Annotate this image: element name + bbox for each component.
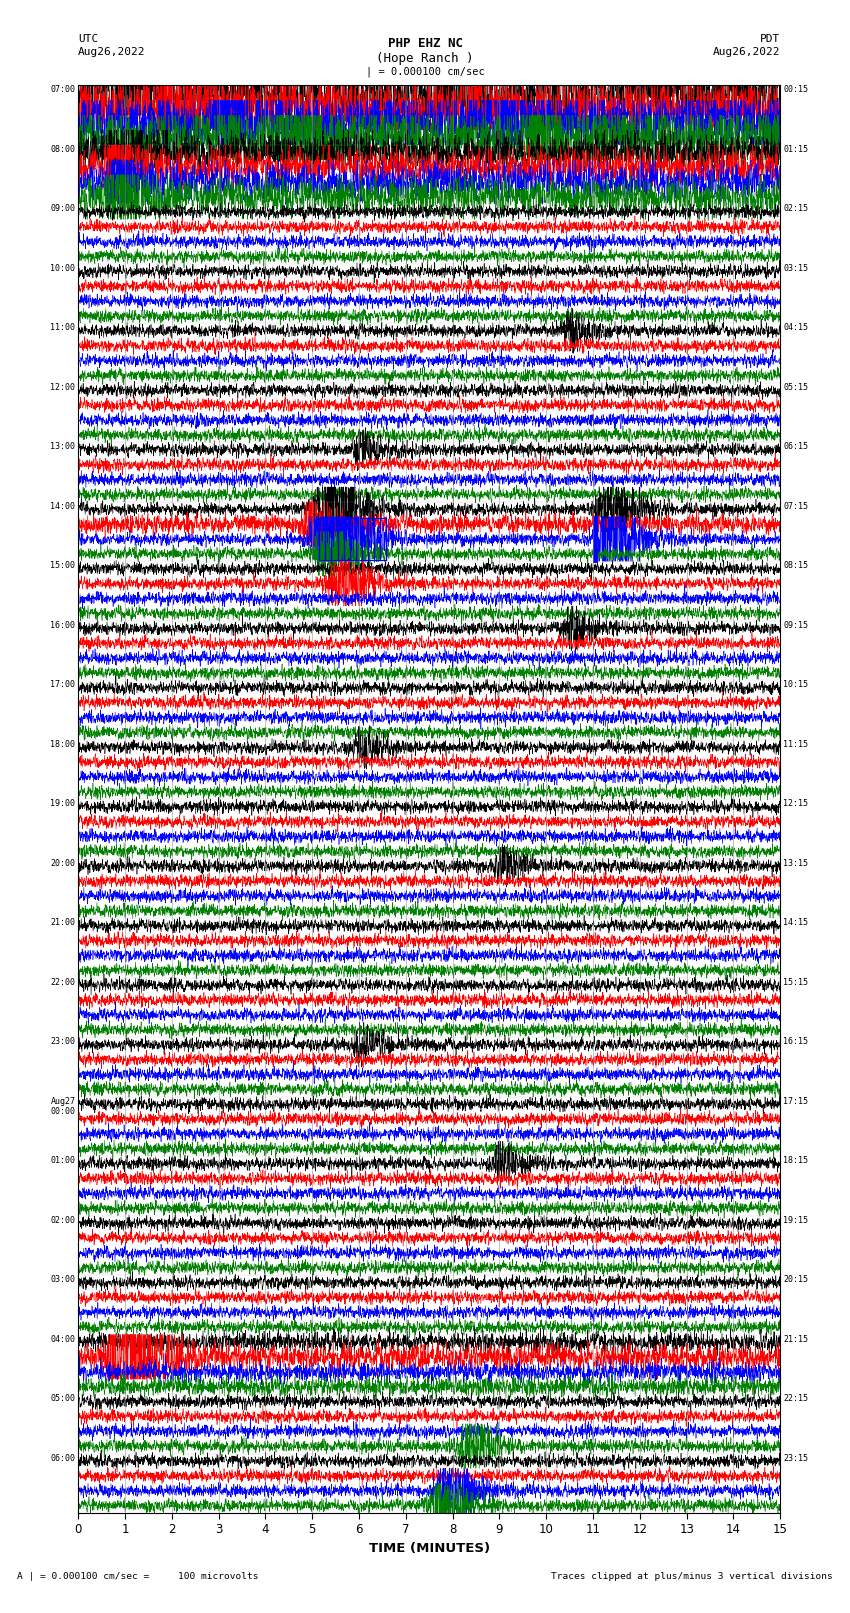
Text: 13:15: 13:15 — [783, 858, 808, 868]
Text: 22:00: 22:00 — [50, 977, 76, 987]
Text: 17:00: 17:00 — [50, 681, 76, 689]
Text: 16:00: 16:00 — [50, 621, 76, 629]
Text: 09:15: 09:15 — [783, 621, 808, 629]
Text: 14:00: 14:00 — [50, 502, 76, 511]
Text: 03:15: 03:15 — [783, 265, 808, 273]
Text: 20:15: 20:15 — [783, 1274, 808, 1284]
Text: 15:15: 15:15 — [783, 977, 808, 987]
Text: 06:15: 06:15 — [783, 442, 808, 452]
Text: PDT: PDT — [760, 34, 780, 44]
Text: 02:15: 02:15 — [783, 205, 808, 213]
Text: 19:00: 19:00 — [50, 800, 76, 808]
Text: Aug26,2022: Aug26,2022 — [78, 47, 145, 56]
Text: 03:00: 03:00 — [50, 1274, 76, 1284]
Text: 21:15: 21:15 — [783, 1334, 808, 1344]
Text: 10:15: 10:15 — [783, 681, 808, 689]
Text: 19:15: 19:15 — [783, 1216, 808, 1224]
Text: UTC: UTC — [78, 34, 99, 44]
X-axis label: TIME (MINUTES): TIME (MINUTES) — [369, 1542, 490, 1555]
Text: 23:00: 23:00 — [50, 1037, 76, 1047]
Text: Traces clipped at plus/minus 3 vertical divisions: Traces clipped at plus/minus 3 vertical … — [552, 1571, 833, 1581]
Text: 22:15: 22:15 — [783, 1394, 808, 1403]
Text: 18:00: 18:00 — [50, 740, 76, 748]
Text: Aug26,2022: Aug26,2022 — [713, 47, 780, 56]
Text: 00:15: 00:15 — [783, 85, 808, 95]
Text: 04:00: 04:00 — [50, 1334, 76, 1344]
Text: 07:00: 07:00 — [50, 85, 76, 95]
Text: 12:00: 12:00 — [50, 382, 76, 392]
Text: 23:15: 23:15 — [783, 1453, 808, 1463]
Text: 12:15: 12:15 — [783, 800, 808, 808]
Text: 11:00: 11:00 — [50, 323, 76, 332]
Text: 15:00: 15:00 — [50, 561, 76, 571]
Text: 02:00: 02:00 — [50, 1216, 76, 1224]
Text: 17:15: 17:15 — [783, 1097, 808, 1105]
Text: 01:15: 01:15 — [783, 145, 808, 153]
Text: PHP EHZ NC: PHP EHZ NC — [388, 37, 462, 50]
Text: 11:15: 11:15 — [783, 740, 808, 748]
Text: 08:15: 08:15 — [783, 561, 808, 571]
Text: 06:00: 06:00 — [50, 1453, 76, 1463]
Text: 07:15: 07:15 — [783, 502, 808, 511]
Text: 01:00: 01:00 — [50, 1157, 76, 1165]
Text: Aug27
00:00: Aug27 00:00 — [50, 1097, 76, 1116]
Text: 05:15: 05:15 — [783, 382, 808, 392]
Text: 18:15: 18:15 — [783, 1157, 808, 1165]
Text: 20:00: 20:00 — [50, 858, 76, 868]
Text: 10:00: 10:00 — [50, 265, 76, 273]
Text: 04:15: 04:15 — [783, 323, 808, 332]
Text: 08:00: 08:00 — [50, 145, 76, 153]
Text: (Hope Ranch ): (Hope Ranch ) — [377, 52, 473, 65]
Text: | = 0.000100 cm/sec: | = 0.000100 cm/sec — [366, 66, 484, 77]
Text: 14:15: 14:15 — [783, 918, 808, 927]
Text: 21:00: 21:00 — [50, 918, 76, 927]
Text: A | = 0.000100 cm/sec =     100 microvolts: A | = 0.000100 cm/sec = 100 microvolts — [17, 1571, 258, 1581]
Text: 09:00: 09:00 — [50, 205, 76, 213]
Text: 16:15: 16:15 — [783, 1037, 808, 1047]
Text: 13:00: 13:00 — [50, 442, 76, 452]
Text: 05:00: 05:00 — [50, 1394, 76, 1403]
